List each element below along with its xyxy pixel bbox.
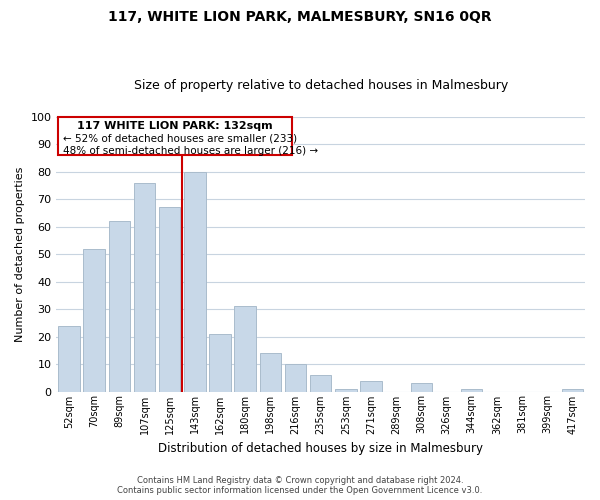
Text: Contains HM Land Registry data © Crown copyright and database right 2024.
Contai: Contains HM Land Registry data © Crown c… xyxy=(118,476,482,495)
Bar xyxy=(310,375,331,392)
Bar xyxy=(361,380,382,392)
Bar xyxy=(159,208,181,392)
Bar xyxy=(209,334,231,392)
Title: Size of property relative to detached houses in Malmesbury: Size of property relative to detached ho… xyxy=(134,79,508,92)
Text: 117 WHITE LION PARK: 132sqm: 117 WHITE LION PARK: 132sqm xyxy=(77,121,272,131)
Bar xyxy=(562,389,583,392)
FancyBboxPatch shape xyxy=(58,117,292,155)
Bar xyxy=(134,182,155,392)
Bar xyxy=(285,364,306,392)
Bar xyxy=(184,172,206,392)
Y-axis label: Number of detached properties: Number of detached properties xyxy=(15,166,25,342)
Text: 117, WHITE LION PARK, MALMESBURY, SN16 0QR: 117, WHITE LION PARK, MALMESBURY, SN16 0… xyxy=(108,10,492,24)
Bar xyxy=(335,389,356,392)
Bar xyxy=(260,353,281,392)
Text: ← 52% of detached houses are smaller (233): ← 52% of detached houses are smaller (23… xyxy=(63,134,297,143)
Bar xyxy=(109,221,130,392)
Bar xyxy=(83,248,105,392)
Bar xyxy=(410,384,432,392)
Bar xyxy=(461,389,482,392)
Text: 48% of semi-detached houses are larger (216) →: 48% of semi-detached houses are larger (… xyxy=(63,146,318,156)
Bar xyxy=(235,306,256,392)
X-axis label: Distribution of detached houses by size in Malmesbury: Distribution of detached houses by size … xyxy=(158,442,483,455)
Bar xyxy=(58,326,80,392)
